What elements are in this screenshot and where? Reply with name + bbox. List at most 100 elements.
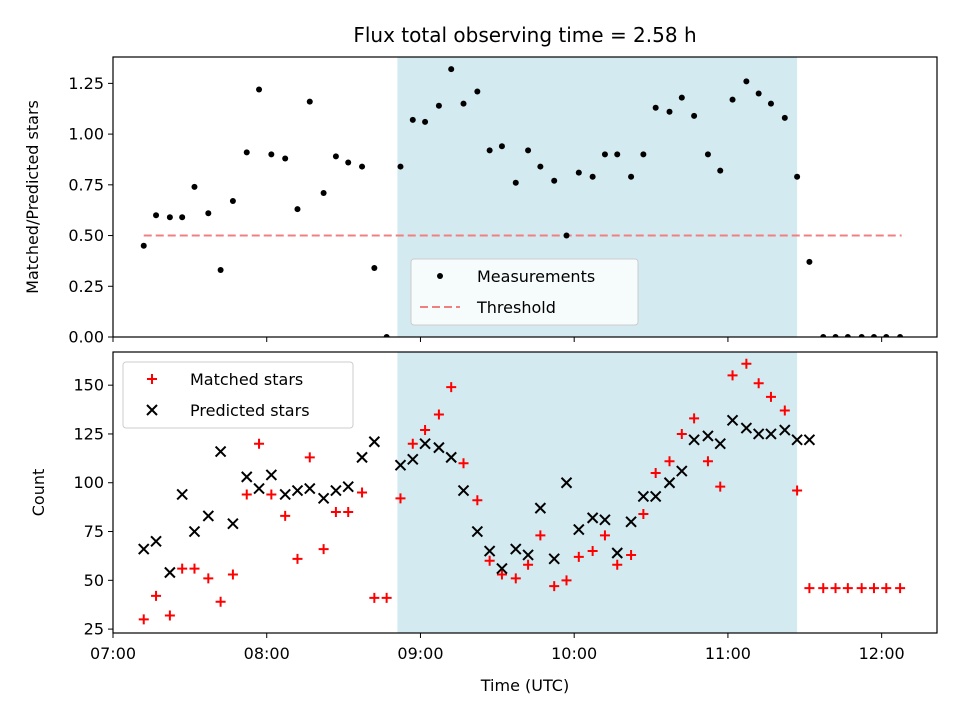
predicted-star-point (496, 562, 508, 575)
matched-star-point (587, 546, 598, 557)
matched-star-point (612, 559, 623, 570)
matched-star-point (510, 573, 521, 584)
measurement-point (729, 96, 736, 103)
legend-threshold-label: Threshold (476, 298, 556, 317)
measurement-point (397, 163, 404, 170)
axes-frame (112, 56, 938, 338)
matched-star-point (881, 583, 892, 594)
predicted-star-point (150, 535, 162, 547)
matched-star-point (215, 596, 226, 607)
measurement-point (704, 151, 711, 158)
measurement-point (179, 214, 186, 221)
predicted-star-point (702, 430, 714, 442)
measurement-point (755, 90, 762, 97)
matched-star-point (266, 489, 277, 500)
matched-star-point (280, 510, 291, 521)
predicted-star-point (317, 492, 330, 505)
measurement-point (294, 206, 301, 213)
measurement-point (359, 163, 366, 170)
predicted-star-point (445, 451, 457, 464)
matched-star-point (241, 489, 252, 500)
measurement-point (498, 143, 505, 150)
predicted-star-point (457, 484, 470, 497)
matched-star-point (599, 530, 610, 541)
measurement-point (205, 210, 212, 217)
measurement-point (140, 242, 147, 249)
plot-area (140, 66, 904, 337)
legend-measurements-label: Measurements (477, 267, 595, 286)
predicted-star-point (214, 445, 227, 458)
measurement-point (256, 86, 263, 93)
matched-star-point (676, 428, 687, 439)
measurement-point (332, 153, 339, 160)
matched-star-point (138, 614, 149, 625)
x-tick-label: 12:00 (859, 644, 905, 663)
predicted-star-point (791, 434, 803, 446)
predicted-star-point (611, 547, 623, 559)
measurement-point (870, 334, 877, 337)
measurement-point (537, 163, 544, 170)
matched-star-point (664, 456, 675, 467)
matched-star-point (895, 583, 906, 594)
measurement-point (371, 265, 378, 272)
matched-star-point (369, 592, 380, 603)
measurement-point (883, 334, 890, 337)
matched-star-point (472, 495, 483, 506)
predicted-star-point (548, 553, 560, 565)
measurement-point (551, 177, 558, 184)
measurement-point (268, 151, 275, 158)
matched-star-point (856, 583, 867, 594)
measurement-point (448, 66, 455, 73)
matched-star-point (804, 583, 815, 594)
measurement-point (306, 98, 313, 105)
y-tick-label: 0.00 (68, 328, 104, 347)
matched-star-point (458, 458, 469, 469)
measurement-point (166, 214, 173, 221)
measurement-point (858, 334, 865, 337)
predicted-star-point (625, 516, 637, 528)
matched-star-point (818, 583, 829, 594)
matched-star-point (753, 378, 764, 389)
observing-span (397, 352, 798, 633)
measurement-point (794, 173, 801, 180)
predicted-star-point (188, 525, 201, 538)
matched-star-point (177, 563, 188, 574)
y-tick-label: 25 (84, 620, 104, 639)
predicted-star-point (202, 510, 215, 522)
matched-star-point (523, 559, 534, 570)
predicted-star-point (522, 549, 534, 561)
legend-box (122, 361, 354, 429)
y-tick-label: 1.25 (68, 74, 104, 93)
measurement-point (153, 212, 160, 219)
matched-star-point (357, 487, 368, 498)
plot-area (138, 358, 906, 625)
matched-star-point (765, 391, 776, 402)
matched-star-point (381, 592, 392, 603)
predicted-star-point (279, 488, 291, 501)
matched-star-point (868, 583, 879, 594)
matched-star-point (407, 438, 418, 449)
measurement-point (652, 104, 659, 111)
measurement-point (422, 118, 429, 125)
measurement-point (460, 100, 467, 107)
measurement-point (666, 108, 673, 115)
measurement-point (691, 112, 698, 119)
matched-star-point (203, 573, 214, 584)
matched-star-point (318, 544, 329, 555)
matched-star-point (330, 507, 341, 518)
measurement-point (409, 116, 416, 123)
x-tick-label: 09:00 (397, 644, 443, 663)
legend-box (410, 258, 639, 326)
measurement-point (512, 179, 519, 186)
predicted-star-point (407, 453, 419, 466)
predicted-star-point (304, 482, 316, 495)
matched-star-point (304, 452, 315, 463)
predicted-star-point (368, 436, 381, 448)
x-tick-label: 10:00 (551, 644, 597, 663)
predicted-star-point (663, 477, 676, 489)
legend-measurements-marker (437, 273, 443, 279)
matched-star-point (626, 549, 637, 560)
measurement-point (614, 151, 621, 158)
matched-star-point (549, 581, 560, 592)
